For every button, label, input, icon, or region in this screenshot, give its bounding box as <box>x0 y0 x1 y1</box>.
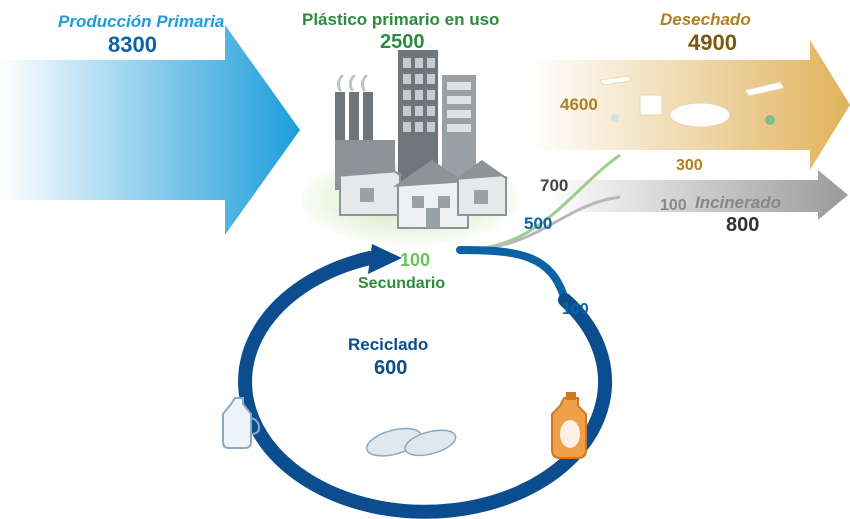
discarded-value: 4900 <box>688 30 737 56</box>
flow-recycle-to-incin-value: 100 <box>660 196 687 215</box>
secondary-value: 100 <box>400 250 430 272</box>
secondary-title: Secundario <box>358 274 445 293</box>
recycled-value: 600 <box>374 356 407 380</box>
recycled-title: Reciclado <box>348 335 428 355</box>
primary-in-use-title: Plástico primario en uso <box>302 10 499 30</box>
incinerated-value: 800 <box>726 213 759 237</box>
flow-to-recycle-value: 500 <box>524 214 552 234</box>
discarded-title: Desechado <box>660 10 751 30</box>
city-icon <box>335 50 510 228</box>
flow-recycle-to-discard-value: 300 <box>676 156 703 175</box>
primary-production-value: 8300 <box>108 32 157 58</box>
primary-in-use-value: 2500 <box>380 30 425 54</box>
primary-production-title: Producción Primaria <box>58 12 224 32</box>
incinerated-title: Incinerado <box>695 193 781 213</box>
flow-to-incin-value: 700 <box>540 176 568 196</box>
flow-to-discarded-value: 4600 <box>560 95 598 115</box>
flow-recycle-split-value: 100 <box>562 300 589 319</box>
